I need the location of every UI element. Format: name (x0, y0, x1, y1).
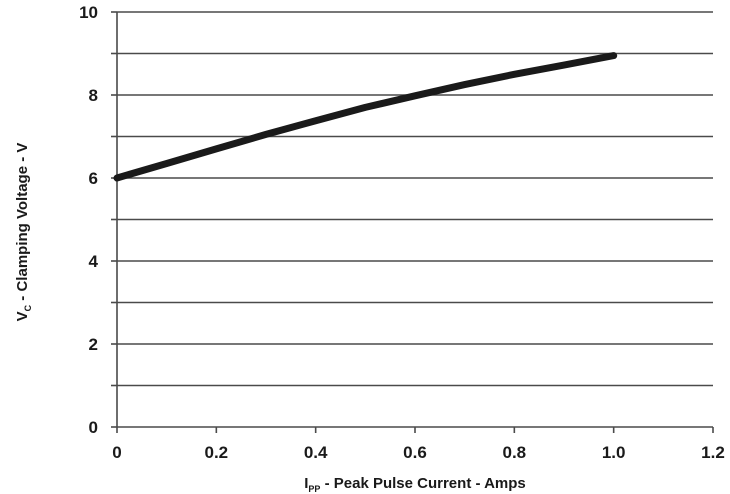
gridlines (117, 11, 713, 387)
y-tick-label: 2 (89, 335, 98, 354)
y-tick-label: 8 (89, 86, 98, 105)
series-layer (113, 52, 618, 182)
y-tick-label: 0 (89, 418, 98, 437)
x-axis-title-subscript: PP (308, 484, 320, 494)
y-axis-title-subscript: C (23, 304, 33, 311)
x-tick-label: 0 (112, 443, 121, 462)
x-tick-labels: 0 0.2 0.4 0.6 0.8 1.0 1.2 (112, 443, 725, 462)
x-tick-label: 0.8 (503, 443, 527, 462)
x-tick-label: 0.2 (205, 443, 229, 462)
y-tick-label: 10 (79, 3, 98, 22)
x-tick-label: 1.2 (701, 443, 725, 462)
x-axis-title: IPP - Peak Pulse Current - Amps (304, 475, 526, 494)
series-line-0 (113, 52, 618, 182)
y-axis-title: VC - Clamping Voltage - V (14, 143, 33, 322)
x-tick-label: 0.6 (403, 443, 427, 462)
y-tick-label: 6 (89, 169, 98, 188)
y-tick-labels: 0 2 4 6 8 10 (79, 3, 98, 437)
x-tick-label: 1.0 (602, 443, 626, 462)
y-tick-label: 4 (89, 252, 99, 271)
axes (111, 11, 714, 433)
x-tick-label: 0.4 (304, 443, 328, 462)
